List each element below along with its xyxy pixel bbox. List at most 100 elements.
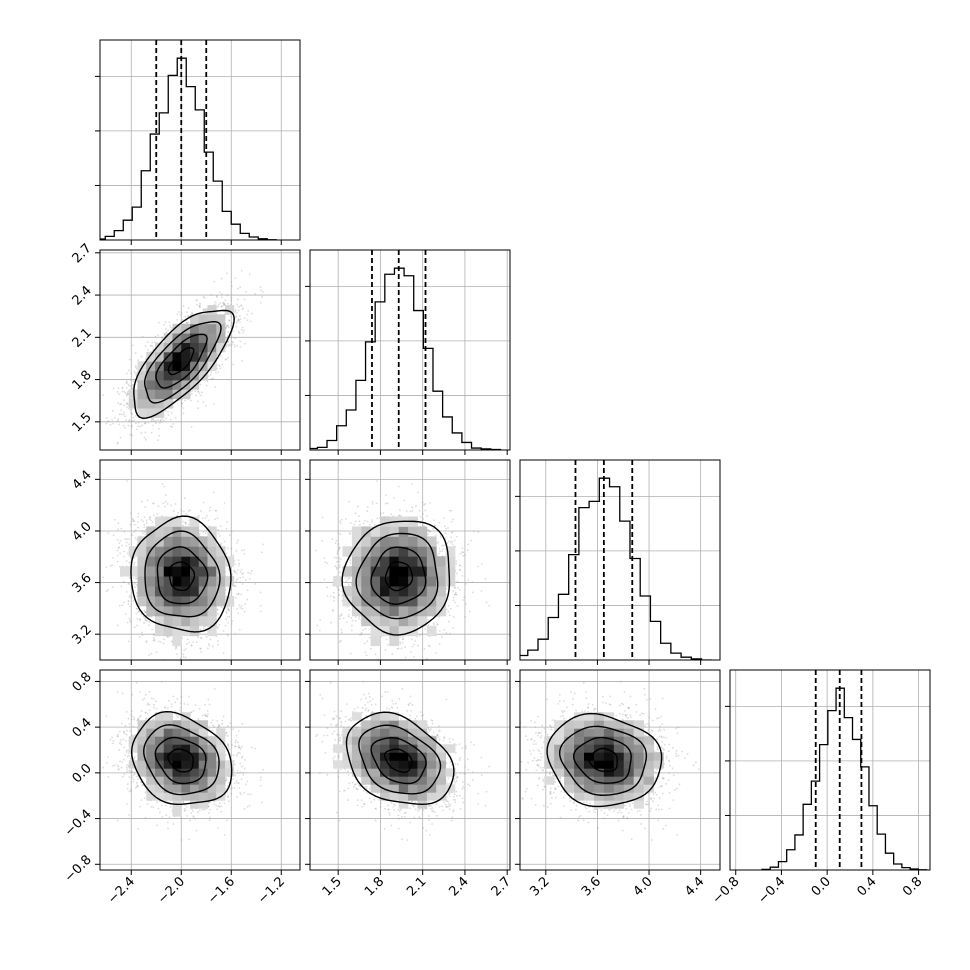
density-cell [172,380,182,390]
scatter-point [204,532,207,534]
scatter-point [239,346,242,348]
scatter-point [206,647,209,650]
scatter-point [107,532,110,535]
scatter-point [246,313,249,316]
scatter-point [169,324,172,327]
scatter-point [230,285,233,287]
scatter-point [225,612,228,615]
scatter-point [191,312,194,315]
scatter-point [125,386,128,389]
scatter-point [254,583,256,585]
scatter-point [121,386,124,389]
scatter-point [138,610,141,613]
scatter-point [250,312,253,315]
scatter-point [200,647,202,650]
scatter-point [158,422,161,425]
scatter-point [121,387,124,390]
density-cell [172,333,182,343]
scatter-point [152,639,155,642]
scatter-point [131,517,134,520]
scatter-point [216,608,219,611]
density-cell [190,323,200,334]
scatter-point [243,298,246,301]
scatter-point [102,394,104,396]
scatter-point [227,356,229,359]
scatter-point [165,331,168,334]
scatter-point [228,609,231,612]
scatter-point [239,286,242,289]
scatter-point [233,345,236,348]
scatter-point [139,619,141,621]
scatter-point [188,510,190,512]
scatter-point [137,521,139,523]
scatter-point [164,410,167,412]
density-cell [216,342,226,353]
scatter-point [180,311,183,314]
scatter-point [135,428,138,431]
scatter-point [171,425,174,428]
scatter-point [165,417,167,420]
scatter-point [153,502,155,505]
density-cell [198,370,208,381]
scatter-point [226,634,229,637]
scatter-point [169,326,172,329]
scatter-point [175,664,177,666]
scatter-point [177,512,179,514]
density-cell [181,370,191,381]
scatter-point [228,343,230,346]
scatter-point [205,404,207,407]
scatter-point [236,287,239,290]
scatter-point [121,390,124,393]
scatter-point [167,329,170,332]
scatter-point [228,319,231,322]
scatter-point [170,412,173,414]
scatter-point [130,387,133,390]
scatter-point [126,393,128,396]
scatter-point [158,321,160,324]
scatter-point [134,352,137,354]
scatter-point [163,419,165,422]
scatter-point [239,340,242,343]
scatter-point [225,345,228,347]
scatter-point [241,308,244,311]
scatter-point [150,519,153,522]
scatter-point [248,578,251,580]
scatter-point [196,303,198,306]
scatter-point [172,423,175,425]
scatter-point [230,336,233,339]
scatter-point [213,303,216,306]
scatter-point [221,363,224,366]
scatter-point [117,461,119,463]
histogram-series [100,57,277,240]
scatter-point [126,621,129,624]
scatter-point [128,617,131,620]
scatter-point [240,304,243,307]
scatter-point [140,518,143,521]
scatter-point [200,394,202,397]
scatter-point [227,331,230,333]
scatter-point [167,411,169,413]
scatter-point [89,405,91,407]
scatter-point [221,296,223,299]
scatter-point [150,419,153,422]
scatter-point [164,505,166,508]
scatter-point [117,522,120,525]
panel-1-0: 1.51.82.12.42.7 [70,241,301,463]
scatter-point [111,409,114,412]
scatter-point [189,399,192,402]
scatter-point [111,419,114,421]
scatter-point [227,344,230,347]
scatter-point [130,425,133,428]
scatter-point [129,621,132,623]
scatter-point [125,406,128,409]
scatter-point [135,592,138,595]
scatter-point [195,394,197,397]
scatter-point [242,307,245,309]
density-cell [172,323,182,334]
scatter-point [239,321,241,324]
scatter-point [259,604,262,607]
scatter-point [179,313,182,316]
scatter-point [157,419,160,422]
scatter-point [230,588,233,591]
